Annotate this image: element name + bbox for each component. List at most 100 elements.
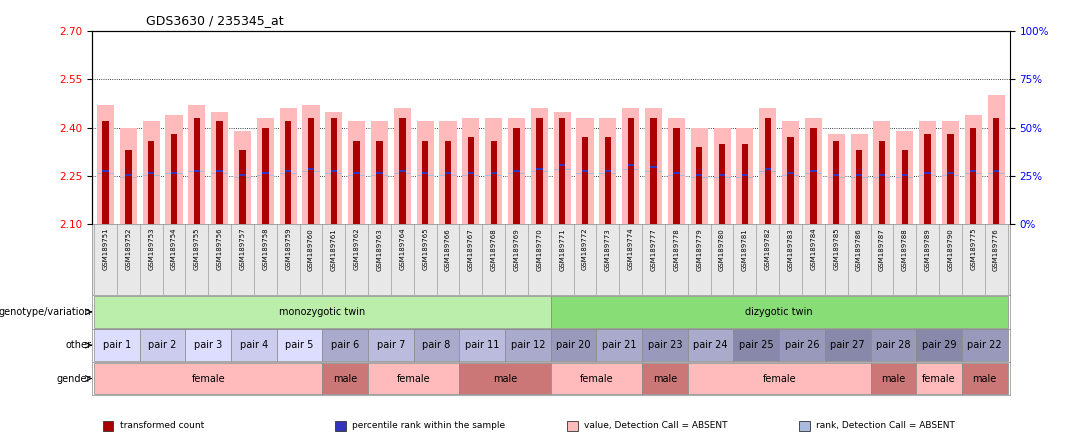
Bar (530, 108, 548, 224)
Bar (348, 121, 365, 224)
Bar (765, 118, 771, 224)
Bar (188, 105, 205, 224)
Text: pair 23: pair 23 (648, 340, 683, 350)
Bar (353, 141, 360, 224)
Bar (577, 173, 594, 174)
Bar (643, 329, 688, 361)
Bar (417, 121, 434, 224)
Bar (120, 128, 137, 224)
Bar (993, 170, 999, 172)
Bar (459, 329, 505, 361)
Bar (970, 128, 976, 224)
Bar (120, 177, 137, 178)
Text: GSM189761: GSM189761 (330, 228, 337, 270)
Bar (688, 329, 733, 361)
Bar (551, 329, 596, 361)
Text: pair 12: pair 12 (511, 340, 545, 350)
Bar (103, 170, 109, 172)
Bar (505, 329, 551, 361)
Bar (599, 118, 617, 224)
Text: pair 27: pair 27 (831, 340, 865, 350)
Bar (870, 362, 916, 395)
Text: other: other (66, 340, 92, 350)
Bar (787, 137, 794, 224)
Bar (554, 111, 571, 224)
Text: pair 3: pair 3 (194, 340, 222, 350)
Bar (737, 177, 754, 178)
Bar (513, 128, 519, 224)
Text: GSM189784: GSM189784 (810, 228, 816, 270)
Text: GSM189758: GSM189758 (262, 228, 268, 270)
Text: male: male (881, 373, 905, 384)
Bar (782, 121, 799, 224)
Bar (285, 121, 292, 224)
Text: GSM189775: GSM189775 (970, 228, 976, 270)
Bar (691, 128, 707, 224)
Text: monozygotic twin: monozygotic twin (280, 307, 365, 317)
Bar (330, 170, 337, 172)
Bar (855, 150, 862, 224)
Bar (530, 171, 548, 172)
Text: GSM189779: GSM189779 (697, 228, 702, 270)
Bar (414, 329, 459, 361)
Text: male: male (973, 373, 997, 384)
Bar (987, 173, 1004, 174)
Bar (870, 329, 916, 361)
Bar (231, 329, 276, 361)
Bar (627, 164, 634, 166)
Bar (714, 177, 731, 178)
Text: pair 28: pair 28 (876, 340, 910, 350)
Bar (810, 170, 816, 172)
Bar (323, 329, 368, 361)
Bar (325, 111, 342, 224)
Bar (605, 170, 611, 172)
Text: GSM189756: GSM189756 (217, 228, 222, 270)
Bar (759, 171, 777, 172)
Bar (370, 121, 388, 224)
Bar (262, 128, 269, 224)
Bar (810, 128, 816, 224)
Bar (459, 362, 551, 395)
Bar (851, 134, 867, 224)
Bar (643, 362, 688, 395)
Bar (947, 172, 954, 174)
Bar (417, 174, 434, 176)
Bar (490, 172, 497, 174)
Bar (759, 108, 777, 224)
Bar (650, 118, 657, 224)
Bar (234, 131, 251, 224)
Bar (485, 174, 502, 176)
Bar (902, 174, 908, 176)
Bar (879, 174, 886, 176)
Bar (765, 168, 771, 170)
Bar (874, 121, 891, 224)
Bar (257, 118, 274, 224)
Text: pair 29: pair 29 (921, 340, 956, 350)
Bar (308, 118, 314, 224)
Text: GSM189753: GSM189753 (148, 228, 154, 270)
Text: rank, Detection Call = ABSENT: rank, Detection Call = ABSENT (816, 421, 956, 430)
Bar (125, 150, 132, 224)
Text: pair 24: pair 24 (693, 340, 728, 350)
Bar (827, 177, 845, 178)
Bar (667, 174, 685, 176)
Text: GSM189757: GSM189757 (240, 228, 245, 270)
Bar (103, 121, 109, 224)
Bar (742, 144, 748, 224)
Text: GSM189787: GSM189787 (879, 228, 885, 270)
Bar (94, 329, 139, 361)
Bar (554, 169, 571, 170)
Bar (645, 108, 662, 224)
Bar (323, 362, 368, 395)
Bar (851, 177, 867, 178)
Text: GSM189773: GSM189773 (605, 228, 611, 270)
Bar (348, 174, 365, 176)
Bar (165, 115, 183, 224)
Text: pair 26: pair 26 (785, 340, 820, 350)
Text: GSM189755: GSM189755 (193, 228, 200, 270)
Text: female: female (580, 373, 613, 384)
Text: pair 8: pair 8 (422, 340, 450, 350)
Bar (353, 172, 360, 174)
Bar (148, 172, 154, 174)
Text: GSM189754: GSM189754 (171, 228, 177, 270)
